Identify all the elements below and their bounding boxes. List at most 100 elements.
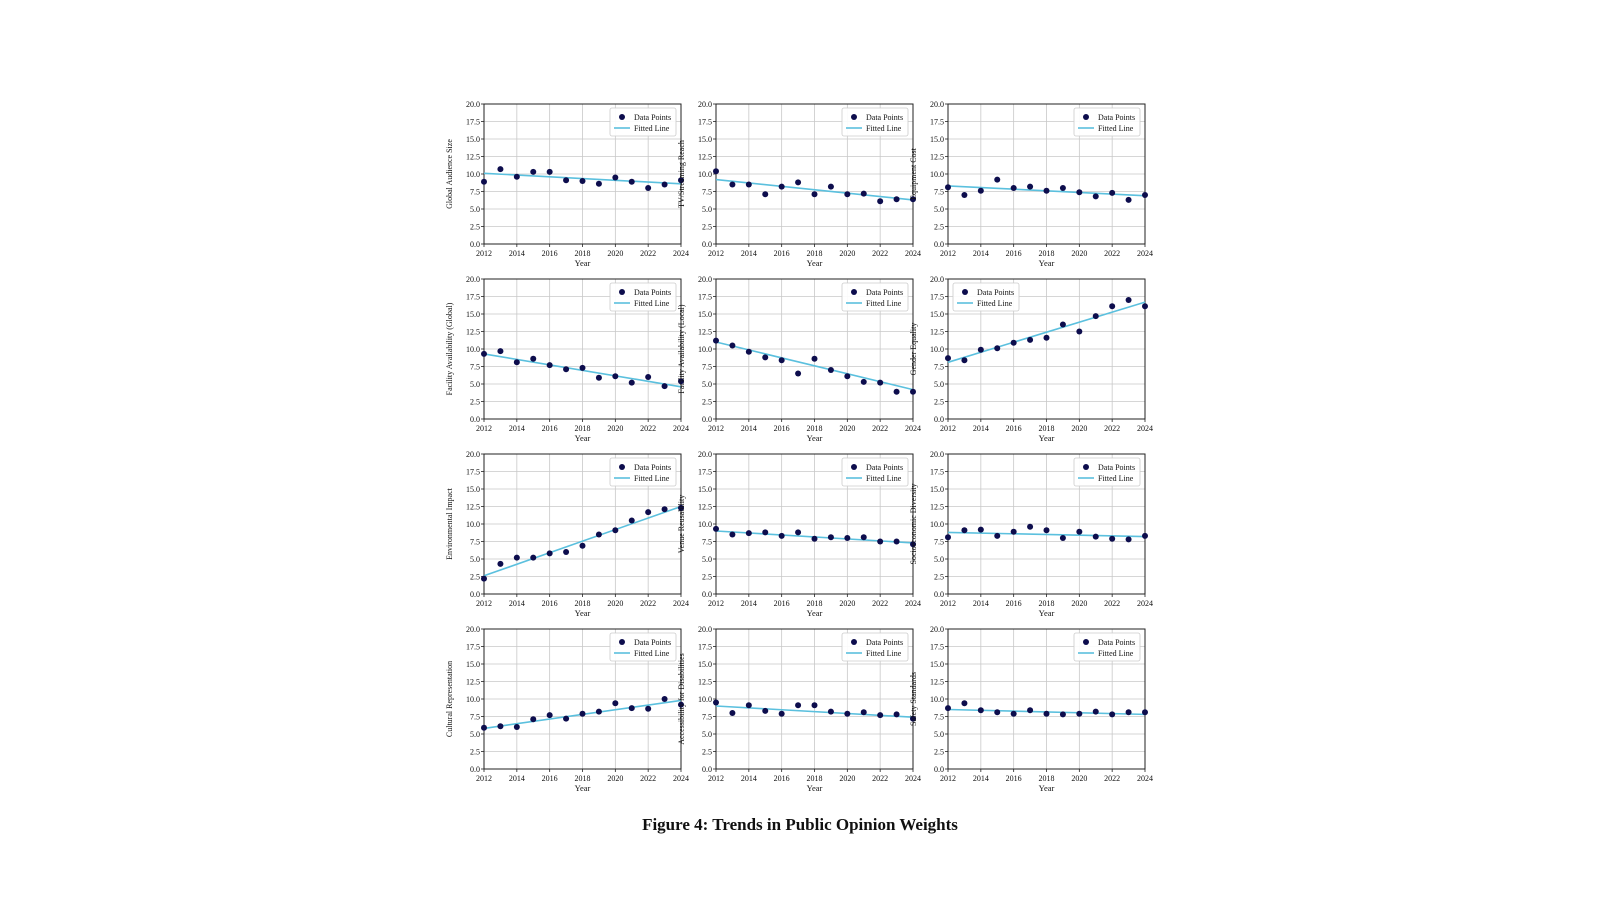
data-point <box>893 196 900 203</box>
data-point <box>811 355 818 362</box>
x-tick-label: 2020 <box>839 599 855 608</box>
legend-label-points: Data Points <box>1098 113 1135 122</box>
y-tick-label: 15.0 <box>930 660 944 669</box>
data-point <box>661 383 668 390</box>
y-tick-label: 2.5 <box>934 573 944 582</box>
x-tick-label: 2022 <box>1104 599 1120 608</box>
data-point <box>745 530 752 537</box>
data-point <box>860 378 867 385</box>
y-tick-label: 5.0 <box>470 205 480 214</box>
data-point <box>612 373 619 380</box>
data-point <box>513 359 520 366</box>
data-point <box>860 190 867 197</box>
y-tick-label: 0.0 <box>702 765 712 774</box>
y-tick-label: 12.5 <box>698 678 712 687</box>
data-point <box>1010 710 1017 717</box>
x-tick-label: 2014 <box>509 249 525 258</box>
data-point <box>977 707 984 714</box>
x-tick-label: 2020 <box>839 249 855 258</box>
y-tick-label: 15.0 <box>930 135 944 144</box>
data-point <box>530 554 537 561</box>
x-tick-label: 2020 <box>839 424 855 433</box>
y-tick-label: 10.0 <box>930 695 944 704</box>
legend-label-fitted-line: Fitted Line <box>634 299 670 308</box>
data-point <box>877 198 884 205</box>
data-point <box>795 529 802 536</box>
y-tick-label: 5.0 <box>934 205 944 214</box>
legend-label-fitted-line: Fitted Line <box>866 124 902 133</box>
data-point <box>1076 328 1083 335</box>
data-point <box>661 181 668 188</box>
chart-panel-4: 2012 2014 2016 2018 2020 2022 2024 0.0 2.5 5.0 7.5… <box>445 275 689 443</box>
data-point <box>844 710 851 717</box>
y-tick-label: 12.5 <box>930 678 944 687</box>
x-tick-label: 2018 <box>807 599 823 608</box>
y-tick-label: 20.0 <box>466 625 480 634</box>
y-tick-label: 0.0 <box>702 415 712 424</box>
data-point <box>628 379 635 386</box>
y-tick-label: 0.0 <box>934 240 944 249</box>
data-point <box>595 180 602 187</box>
y-tick-label: 10.0 <box>930 345 944 354</box>
legend-label-points: Data Points <box>1098 463 1135 472</box>
data-point <box>1125 536 1132 543</box>
data-point <box>961 527 968 534</box>
x-axis-label: Year <box>575 258 591 268</box>
y-tick-label: 10.0 <box>930 520 944 529</box>
chart-panel-11: 2012 2014 2016 2018 2020 2022 2024 0.0 2.5 5.0 7.5… <box>677 625 921 793</box>
x-tick-label: 2024 <box>905 249 921 258</box>
data-point <box>481 724 487 731</box>
y-tick-label: 17.5 <box>466 468 480 477</box>
data-point <box>762 354 769 361</box>
legend: Data Points Fitted Line <box>609 107 677 137</box>
legend-box <box>609 107 677 137</box>
chart-panel-8: 2012 2014 2016 2018 2020 2022 2024 0.0 2.5 5.0 7.5… <box>677 450 921 618</box>
y-tick-label: 15.0 <box>930 485 944 494</box>
data-point <box>1076 189 1083 196</box>
chart-grid: 2012 2014 2016 2018 2020 2022 2024 0.0 2.5 5.0 7.5… <box>445 100 1153 793</box>
x-tick-label: 2016 <box>774 774 790 783</box>
x-tick-label: 2014 <box>973 599 989 608</box>
y-tick-label: 20.0 <box>930 275 944 284</box>
data-point <box>1092 533 1099 540</box>
y-tick-label: 12.5 <box>698 328 712 337</box>
data-point <box>546 712 553 719</box>
legend-label-points: Data Points <box>977 288 1014 297</box>
y-tick-label: 12.5 <box>930 328 944 337</box>
y-tick-label: 2.5 <box>470 398 480 407</box>
x-tick-label: 2020 <box>607 774 623 783</box>
y-tick-label: 0.0 <box>470 590 480 599</box>
data-point <box>481 178 487 185</box>
data-point <box>513 173 520 180</box>
y-tick-label: 7.5 <box>470 188 480 197</box>
x-tick-label: 2020 <box>1071 249 1087 258</box>
data-point <box>513 724 520 730</box>
legend-box <box>1073 107 1141 137</box>
y-axis-label: Venue Reusability <box>677 495 686 553</box>
legend-marker-points <box>851 289 857 295</box>
y-tick-label: 10.0 <box>698 170 712 179</box>
data-point <box>893 388 900 395</box>
data-point <box>546 550 553 557</box>
data-point <box>827 534 834 541</box>
y-tick-label: 12.5 <box>466 503 480 512</box>
y-axis-label: Safety Standards <box>909 672 918 726</box>
x-tick-label: 2018 <box>575 774 591 783</box>
x-tick-label: 2018 <box>575 249 591 258</box>
data-point <box>729 710 736 716</box>
x-tick-label: 2022 <box>640 774 656 783</box>
data-point <box>877 712 884 719</box>
data-point <box>645 374 652 380</box>
data-point <box>678 701 684 708</box>
chart-panel-3: 2012 2014 2016 2018 2020 2022 2024 0.0 2.5 5.0 7.5… <box>909 100 1153 268</box>
legend-box <box>841 632 909 662</box>
data-point <box>745 348 752 355</box>
y-tick-label: 7.5 <box>470 538 480 547</box>
chart-panel-7: 2012 2014 2016 2018 2020 2022 2024 0.0 2.5 5.0 7.5… <box>445 450 689 618</box>
data-point <box>1027 523 1034 530</box>
legend-label-points: Data Points <box>634 638 671 647</box>
x-axis-label: Year <box>575 608 591 618</box>
x-tick-label: 2012 <box>476 774 492 783</box>
x-tick-label: 2020 <box>839 774 855 783</box>
